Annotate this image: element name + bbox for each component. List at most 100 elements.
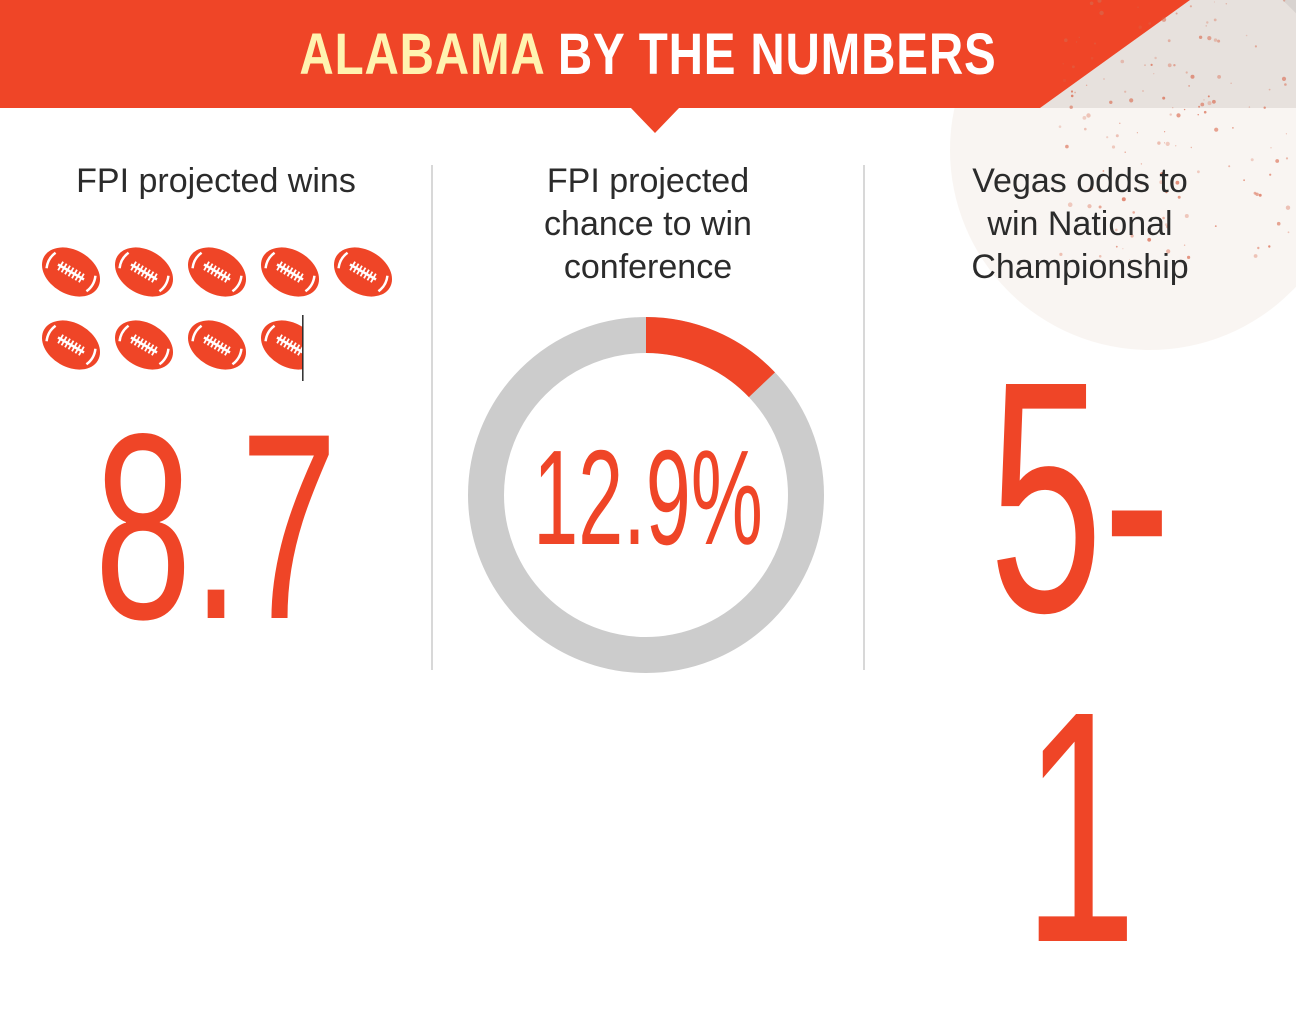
speckle — [1065, 144, 1069, 149]
speckle — [1090, 186, 1094, 190]
speckle — [1121, 197, 1126, 202]
football-icon — [333, 247, 393, 297]
speckle — [1161, 17, 1167, 22]
speckle — [1106, 136, 1109, 139]
speckle — [1177, 195, 1181, 199]
speckle — [1072, 65, 1075, 69]
speckle — [1189, 5, 1192, 8]
football-icon — [114, 320, 174, 370]
speckle — [1190, 74, 1195, 79]
speckle — [1064, 38, 1068, 42]
speckle — [1109, 100, 1113, 105]
stat-value-conference-chance: 12.9% — [533, 422, 763, 573]
speckle — [1184, 214, 1189, 218]
speckle — [1175, 180, 1180, 185]
speckle — [1200, 102, 1205, 107]
banner-pointer — [630, 107, 680, 133]
speckle — [1140, 181, 1143, 185]
speckle — [1207, 101, 1212, 106]
speckle — [1214, 127, 1219, 132]
speckle — [1148, 22, 1152, 25]
speckle — [1183, 244, 1186, 246]
speckle — [1228, 165, 1231, 168]
speckle — [1098, 205, 1102, 209]
speckle — [1164, 142, 1166, 144]
speckle — [1074, 91, 1076, 94]
speckle — [1205, 25, 1207, 27]
speckle — [1197, 170, 1200, 174]
speckle — [1099, 9, 1101, 11]
speckle — [1165, 141, 1170, 146]
ring-percent-arc — [645, 317, 775, 398]
speckle — [1084, 127, 1087, 131]
speckle — [1217, 75, 1221, 79]
speckle — [1217, 39, 1221, 43]
speckle — [1183, 108, 1186, 111]
speckle — [1153, 73, 1155, 75]
speckle — [1263, 106, 1266, 109]
speckle — [1129, 98, 1134, 103]
football-icon — [114, 247, 174, 297]
speckles — [1058, 0, 1291, 261]
speckle — [1243, 179, 1245, 182]
football-icon — [41, 320, 101, 370]
speckle — [1062, 63, 1064, 65]
speckle — [1213, 18, 1217, 22]
speckle — [1097, 0, 1102, 3]
football-icon — [260, 247, 320, 297]
speckle — [1175, 145, 1177, 147]
speckle — [1187, 255, 1191, 259]
speckle — [1258, 193, 1262, 197]
speckle — [1140, 163, 1143, 165]
speckle — [1283, 0, 1286, 2]
speckle — [1111, 145, 1116, 149]
football-icon — [187, 320, 247, 370]
speckle — [1087, 204, 1092, 209]
speckle — [1198, 105, 1201, 108]
speckle — [1276, 221, 1281, 226]
speckle — [1086, 113, 1091, 118]
stat-value-projected-wins: 8.7 — [94, 379, 338, 675]
speckle — [1085, 84, 1088, 87]
speckle — [1164, 131, 1166, 133]
speckle — [1190, 146, 1193, 149]
speckle — [1167, 63, 1172, 68]
speckle — [1206, 21, 1209, 24]
speckle — [1103, 78, 1105, 80]
speckle — [1207, 36, 1212, 41]
football-icon-grid — [41, 247, 393, 381]
speckle — [1147, 237, 1152, 242]
speckle — [1157, 141, 1161, 145]
stat-value-vegas-odds: 5-1 — [989, 312, 1171, 1011]
speckle — [1230, 82, 1232, 84]
speckle — [1090, 56, 1094, 60]
speckle — [1159, 172, 1165, 177]
speckle — [1248, 106, 1251, 108]
speckle — [1255, 192, 1259, 196]
speckle — [1214, 225, 1217, 228]
speckle — [1137, 6, 1139, 8]
speckle — [1082, 116, 1087, 120]
speckle — [1102, 170, 1105, 172]
speckle — [1188, 85, 1190, 87]
speckle — [1099, 10, 1104, 16]
speckle — [1115, 228, 1118, 232]
stat-label-vegas-odds: Vegas odds to win National Championship — [971, 162, 1189, 286]
speckle — [1062, 78, 1067, 83]
speckle — [1164, 223, 1168, 226]
speckle — [1132, 211, 1135, 214]
speckle — [1150, 63, 1153, 66]
speckle — [1212, 99, 1216, 104]
speckle — [1167, 39, 1171, 43]
speckle — [1270, 147, 1272, 149]
speckle — [1172, 107, 1174, 109]
speckle — [1169, 113, 1172, 116]
background-art — [0, 0, 1296, 670]
speckle — [1245, 34, 1248, 37]
header-banner — [0, 0, 1190, 108]
speckle — [1077, 228, 1079, 230]
stat-label-projected-wins: FPI projected wins — [76, 162, 356, 200]
speckle — [1268, 88, 1271, 91]
speckle — [1287, 231, 1290, 234]
